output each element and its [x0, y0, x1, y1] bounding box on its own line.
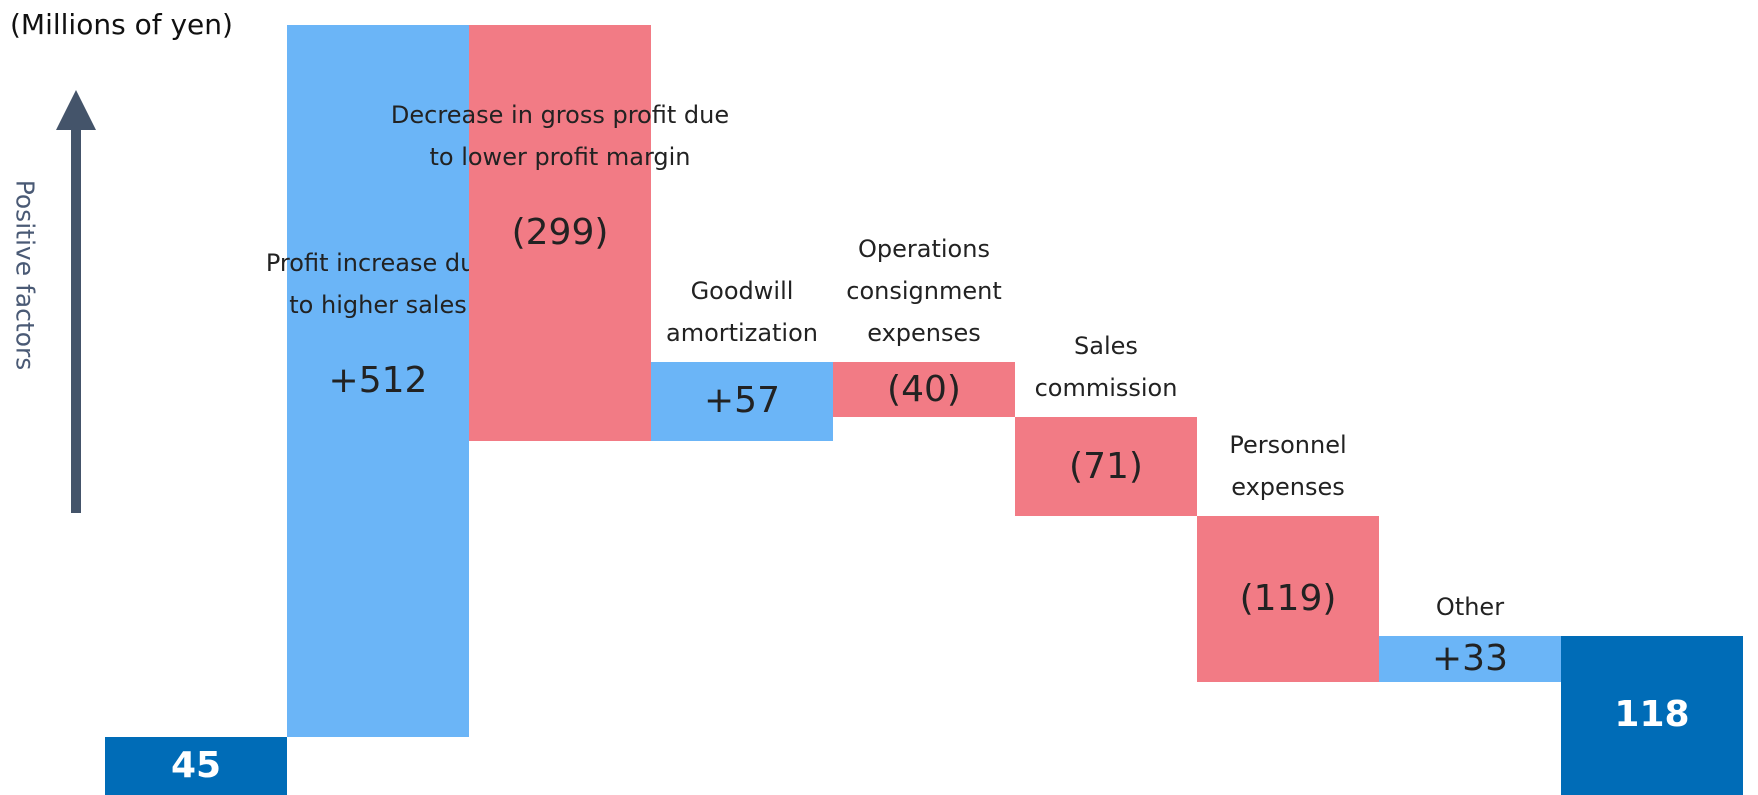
- unit-label: (Millions of yen): [10, 8, 233, 41]
- value-label: 45: [170, 745, 222, 787]
- bar: [469, 25, 651, 442]
- bar: [651, 361, 833, 442]
- bar: [1197, 516, 1379, 682]
- value-label: +57: [704, 380, 780, 422]
- category-label: Profit increase due to higher sales: [265, 249, 491, 320]
- bar: [833, 361, 1015, 418]
- value-label: (119): [1239, 577, 1337, 619]
- value-label: (40): [887, 368, 961, 410]
- value-label: (71): [1069, 445, 1143, 487]
- bar: [1379, 635, 1561, 682]
- bar: [1015, 417, 1197, 517]
- bar: [1561, 635, 1743, 795]
- value-label: (299): [511, 212, 609, 254]
- category-label: Operations consignment expenses: [846, 234, 1002, 347]
- category-label: Other: [1435, 592, 1505, 621]
- category-label: Decrease in gross profit due to lower pr…: [390, 101, 730, 172]
- category-label: Personnel expenses: [1229, 431, 1347, 502]
- bar: [105, 737, 287, 795]
- bar: [287, 25, 469, 738]
- value-label: 118: [1614, 694, 1690, 736]
- positive-arrow: [56, 90, 96, 513]
- value-label: +33: [1432, 637, 1508, 679]
- y-axis-label: Positive factors: [10, 179, 40, 371]
- category-label: Goodwill amortization: [666, 276, 818, 347]
- category-label: Sales commission: [1034, 332, 1178, 403]
- value-label: +512: [328, 360, 428, 402]
